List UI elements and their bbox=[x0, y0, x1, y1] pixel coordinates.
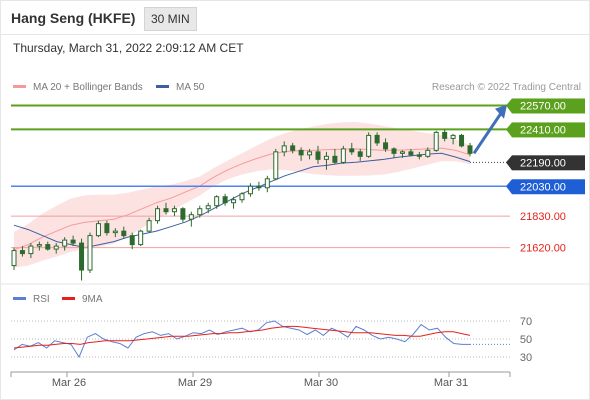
candle-body bbox=[146, 220, 152, 232]
candle-body bbox=[391, 148, 397, 154]
x-tick-label: Mar 26 bbox=[52, 377, 86, 389]
candle-body bbox=[290, 145, 296, 151]
level-label-1: 22410.00 bbox=[520, 124, 566, 136]
rsi-legend-swatch-1 bbox=[62, 297, 75, 300]
candle-body bbox=[256, 185, 262, 189]
candle-body bbox=[273, 151, 279, 180]
candle-body bbox=[155, 208, 161, 222]
rsi-tick-label: 70 bbox=[520, 316, 532, 328]
candle-body bbox=[11, 250, 17, 267]
chart-datetime: Thursday, March 31, 2022 2:09:12 AM CET bbox=[13, 41, 244, 55]
candle-body bbox=[112, 230, 118, 234]
candle-body bbox=[129, 235, 135, 246]
candle-body bbox=[239, 193, 245, 201]
credit-text: Research © 2022 Trading Central bbox=[432, 82, 581, 93]
rsi-tick-label: 50 bbox=[520, 334, 532, 346]
candle-body bbox=[36, 244, 42, 247]
candle-body bbox=[163, 208, 169, 213]
candle-body bbox=[374, 134, 380, 144]
candle-body bbox=[425, 149, 431, 157]
candle-body bbox=[231, 199, 237, 204]
level-label-4: 21830.00 bbox=[520, 211, 566, 223]
candle-body bbox=[383, 142, 389, 150]
x-tick-label: Mar 30 bbox=[304, 377, 338, 389]
candle-body bbox=[442, 131, 448, 139]
level-tag-pointer-1 bbox=[506, 122, 512, 138]
candle-body bbox=[408, 151, 414, 156]
candle-body bbox=[264, 178, 270, 189]
candle-body bbox=[62, 239, 68, 247]
x-tick-label: Mar 29 bbox=[178, 377, 212, 389]
legend-swatch-0 bbox=[13, 85, 26, 88]
level-tag-bg-1 bbox=[512, 122, 585, 138]
candle-body bbox=[315, 151, 321, 160]
level-label-5: 21620.00 bbox=[520, 243, 566, 255]
candle-body bbox=[180, 208, 186, 220]
candle-body bbox=[205, 205, 211, 210]
x-tick-label: Mar 31 bbox=[434, 377, 468, 389]
candle-body bbox=[19, 250, 25, 255]
candle-body bbox=[340, 148, 346, 163]
candle-body bbox=[95, 223, 101, 237]
candle-body bbox=[45, 244, 51, 250]
candle-body bbox=[28, 245, 34, 255]
bollinger-band-area bbox=[14, 122, 470, 268]
candle-body bbox=[349, 148, 355, 153]
forecast-arrow-head bbox=[495, 104, 507, 119]
rsi-tick-label: 30 bbox=[520, 352, 532, 364]
rsi-line bbox=[13, 320, 470, 359]
level-label-2: 22190.00 bbox=[520, 157, 566, 169]
rsi-legend-label-1: 9MA bbox=[82, 294, 103, 305]
candle-body bbox=[138, 230, 144, 246]
candle-body bbox=[433, 131, 439, 151]
chart-header: Hang Seng (HKFE) 30 MIN bbox=[0, 0, 590, 35]
candle-body bbox=[467, 145, 473, 154]
level-label-0: 22570.00 bbox=[520, 100, 566, 112]
level-tag-bg-2 bbox=[512, 155, 585, 171]
candle-body bbox=[70, 239, 76, 244]
candle-body bbox=[323, 155, 329, 160]
forecast-arrow-shaft bbox=[472, 110, 504, 155]
candle-body bbox=[104, 223, 110, 234]
candle-body bbox=[197, 208, 203, 216]
rsi-legend-swatch-0 bbox=[13, 297, 26, 300]
rsi-legend-label-0: RSI bbox=[33, 294, 50, 305]
candle-body bbox=[450, 134, 456, 139]
candle-body bbox=[307, 151, 313, 156]
instrument-title: Hang Seng (HKFE) bbox=[11, 10, 136, 26]
candle-body bbox=[459, 134, 465, 147]
level-tag-bg-3 bbox=[512, 179, 585, 195]
candle-body bbox=[87, 235, 93, 271]
candle-body bbox=[416, 154, 422, 157]
candle-body bbox=[399, 151, 405, 154]
candle-body bbox=[79, 242, 85, 271]
candle-body bbox=[281, 145, 287, 153]
candle-body bbox=[357, 151, 363, 157]
level-tag-pointer-0 bbox=[506, 98, 512, 114]
timeframe-button[interactable]: 30 MIN bbox=[144, 7, 197, 31]
legend-label-1: MA 50 bbox=[176, 82, 205, 93]
candle-body bbox=[332, 155, 338, 163]
level-tag-pointer-3 bbox=[506, 179, 512, 195]
level-label-3: 22030.00 bbox=[520, 181, 566, 193]
legend-swatch-1 bbox=[156, 85, 169, 88]
candle-body bbox=[366, 134, 372, 157]
candle-body bbox=[222, 196, 228, 204]
candle-body bbox=[121, 230, 127, 237]
candle-body bbox=[188, 214, 194, 220]
candle-body bbox=[214, 196, 220, 207]
candle-body bbox=[298, 149, 304, 156]
legend-label-0: MA 20 + Bollinger Bands bbox=[33, 82, 143, 93]
candle-body bbox=[171, 208, 177, 213]
candle-body bbox=[247, 185, 253, 195]
rsi-ma-line bbox=[13, 325, 471, 349]
level-tag-pointer-2 bbox=[506, 155, 512, 171]
level-tag-bg-0 bbox=[512, 98, 585, 114]
candle-body bbox=[53, 245, 59, 250]
